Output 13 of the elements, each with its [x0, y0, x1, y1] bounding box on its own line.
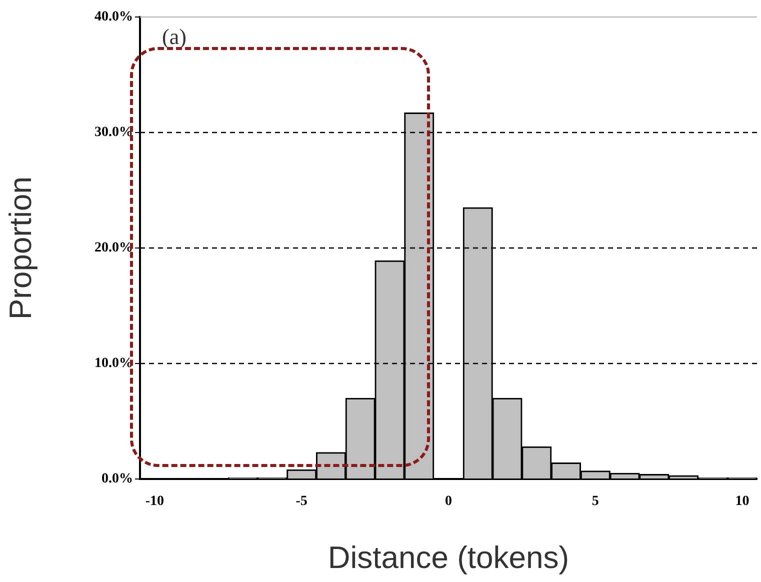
x-tick-label: -10 — [145, 494, 164, 510]
y-tick-label: 10.0% — [94, 356, 133, 372]
y-tick-label: 20.0% — [94, 240, 133, 256]
y-tick-label: 30.0% — [94, 125, 133, 140]
y-axis-title: Proportion — [3, 176, 38, 320]
x-tick-label: 0 — [445, 494, 452, 510]
y-tick-label: 40.0% — [94, 10, 133, 25]
x-tick-label: -5 — [296, 494, 308, 510]
x-axis-title: Distance (tokens) — [328, 540, 570, 575]
x-tick-label: 5 — [592, 494, 599, 510]
annotation: (a) — [162, 24, 186, 49]
y-tick-label: 0.0% — [102, 472, 133, 487]
x-tick-label: 10 — [735, 494, 750, 510]
